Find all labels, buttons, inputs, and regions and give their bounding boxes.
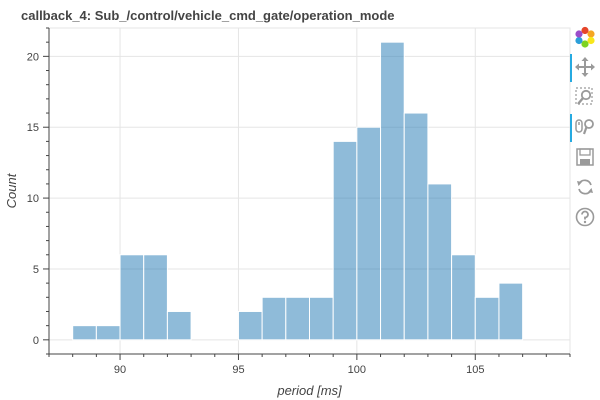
histogram-bar: [309, 296, 334, 341]
histogram-bar: [285, 296, 310, 341]
chart-title: callback_4: Sub_/control/vehicle_cmd_gat…: [21, 8, 395, 23]
histogram-bar: [427, 183, 453, 341]
pan-icon: [575, 57, 595, 77]
bokeh-logo-icon: [575, 26, 595, 48]
x-axis-label: period [ms]: [276, 383, 342, 398]
save-tool[interactable]: [572, 144, 598, 170]
histogram-bar: [356, 126, 382, 341]
axes: 0 5 10 15 20 90 95 100 105: [27, 27, 571, 376]
save-icon: [576, 148, 594, 166]
help-icon: [575, 207, 595, 227]
histogram-bar: [119, 254, 145, 341]
histogram-bar: [403, 112, 429, 341]
histogram-bar: [380, 41, 405, 341]
wheel-zoom-tool[interactable]: [570, 114, 598, 142]
histogram-bar: [451, 254, 476, 341]
histogram-bar: [237, 310, 263, 341]
histogram-bars: [72, 41, 524, 341]
y-tick-label: 5: [33, 264, 39, 276]
y-tick-label: 20: [27, 51, 39, 63]
y-axis-label: Count: [4, 172, 19, 208]
x-tick-label: 90: [114, 364, 126, 376]
box-zoom-icon: [575, 87, 593, 105]
histogram-bar: [166, 310, 192, 341]
reset-icon: [577, 179, 593, 195]
histogram-bar: [498, 282, 524, 341]
y-tick-label: 10: [27, 193, 39, 205]
x-tick-label: 100: [348, 364, 366, 376]
histogram-bar: [474, 296, 500, 341]
histogram-bar: [261, 296, 287, 341]
histogram-bar: [72, 325, 97, 341]
histogram-bar: [95, 325, 121, 341]
y-tick-label: 15: [27, 122, 39, 134]
box-zoom-tool[interactable]: [572, 84, 598, 110]
histogram-bar: [332, 140, 358, 341]
y-tick-label: 0: [33, 335, 39, 347]
histogram-bar: [143, 254, 168, 341]
pan-tool[interactable]: [570, 54, 598, 82]
help-tool[interactable]: [572, 204, 598, 230]
wheel-zoom-icon: [575, 119, 594, 135]
reset-tool[interactable]: [572, 174, 598, 200]
x-tick-label: 95: [232, 364, 244, 376]
bokeh-logo: [572, 24, 598, 50]
x-tick-label: 105: [466, 364, 484, 376]
